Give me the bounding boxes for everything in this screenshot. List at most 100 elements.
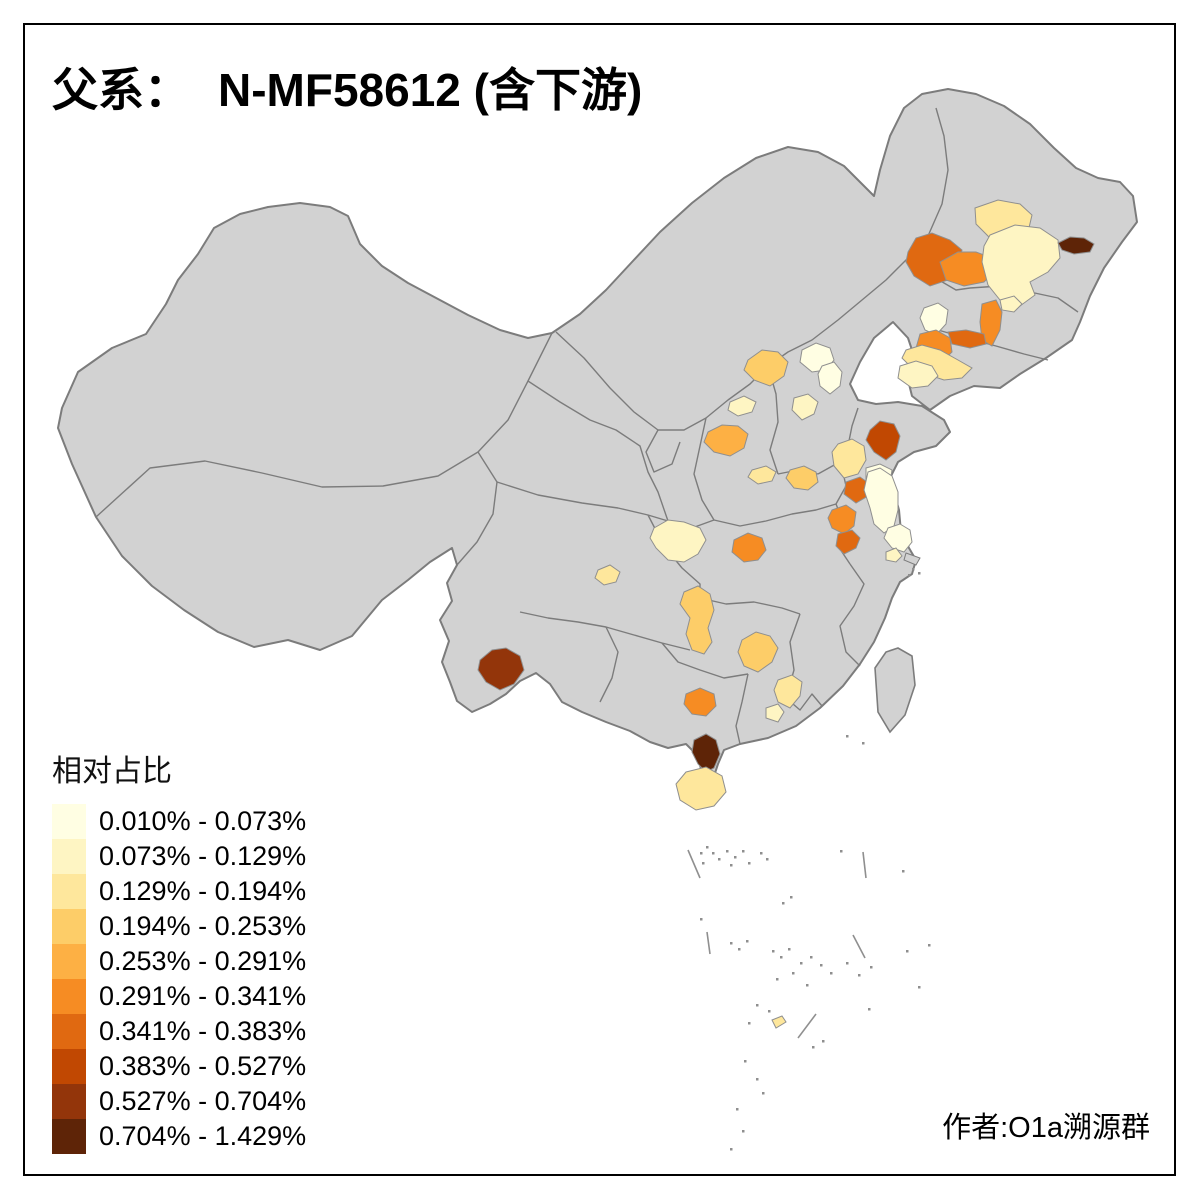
province-boundary (699, 597, 801, 615)
map-region-region-39-class10 (691, 733, 721, 773)
reef-line (797, 1013, 817, 1039)
legend-swatch (52, 1049, 86, 1084)
legend-item-2: 0.073% - 0.129% (52, 839, 306, 874)
legend-item-7: 0.341% - 0.383% (52, 1014, 306, 1049)
map-region-region-23-class4 (785, 465, 819, 491)
map-region-region-27-class7 (835, 529, 861, 555)
map-region-region-10-class7 (947, 329, 987, 349)
legend-title: 相对占比 (52, 755, 172, 788)
attribution-text: 作者:O1a溯源群 (942, 1112, 1150, 1144)
islet-speck (912, 568, 915, 571)
islet-speck (780, 956, 783, 959)
title-haplogroup: N-MF58612 (含下游) (218, 64, 643, 116)
islet-speck (718, 858, 721, 861)
islet-speck (768, 1010, 771, 1013)
province-boundary (713, 503, 837, 527)
islet-speck (706, 846, 709, 849)
legend-swatch (52, 979, 86, 1014)
legend-range-label: 0.704% - 1.429% (99, 1121, 307, 1151)
islet-speck (744, 1060, 747, 1063)
map-region-region-36-class2 (765, 703, 785, 723)
title-prefix: 父系： (52, 65, 190, 116)
map-region-region-34-class4 (737, 631, 779, 673)
legend-swatch (52, 1119, 86, 1154)
islet-speck (762, 1092, 765, 1095)
islet-speck (846, 735, 849, 738)
map-region-region-35-class3 (773, 674, 803, 709)
map-region-region-05-class10 (1057, 236, 1095, 255)
map-region-region-12-class4 (743, 349, 789, 387)
reef-line (687, 849, 701, 879)
legend-rows: 0.010% - 0.073% 0.073% - 0.129% 0.129% - 0… (52, 804, 306, 1154)
islet-speck (858, 974, 861, 977)
map-region-region-16-class2 (727, 395, 757, 417)
islet-speck (702, 862, 705, 865)
islet-speck (726, 850, 729, 853)
province-boundary (693, 417, 715, 521)
islet-speck (748, 862, 751, 865)
map-region-region-19-class8 (865, 420, 901, 461)
map-region-region-33-class4 (679, 585, 715, 655)
province-boundary (735, 673, 749, 745)
islet-speck (820, 964, 823, 967)
islet-speck (738, 948, 741, 951)
legend-swatch (52, 1014, 86, 1049)
legend-item-6: 0.291% - 0.341% (52, 979, 306, 1014)
chongming-island (903, 552, 921, 566)
islet-speck (760, 852, 763, 855)
islet-speck (908, 574, 911, 577)
reef-line (852, 934, 866, 959)
map-region-region-29-class2 (885, 547, 903, 563)
province-boundary (95, 332, 553, 518)
islet-speck (870, 966, 873, 969)
islet-speck (700, 918, 703, 921)
islet-speck (736, 1108, 739, 1111)
islet-speck (906, 950, 909, 953)
legend-swatch (52, 874, 86, 909)
legend-item-10: 0.704% - 1.429% (52, 1119, 306, 1154)
islet-speck (700, 852, 703, 855)
map-region-region-15-class2 (791, 393, 819, 421)
province-boundary (839, 563, 865, 667)
legend: 相对占比 0.010% - 0.073% 0.073% - 0.129% 0.129… (52, 746, 306, 1154)
province-boundary (456, 451, 498, 566)
islet-speck (756, 1004, 759, 1007)
map-region-region-08-class1 (919, 302, 949, 336)
province-boundary (555, 257, 909, 431)
legend-item-9: 0.527% - 0.704% (52, 1084, 306, 1119)
map-region-region-38-class9 (477, 647, 525, 691)
legend-range-label: 0.194% - 0.253% (99, 911, 307, 941)
islet-speck (918, 986, 921, 989)
legend-range-label: 0.073% - 0.129% (99, 841, 307, 871)
islet-speck (746, 940, 749, 943)
map-region-region-06-class6 (979, 299, 1003, 347)
islet-speck (782, 902, 785, 905)
legend-swatch (52, 1084, 86, 1119)
legend-item-8: 0.383% - 0.527% (52, 1049, 306, 1084)
legend-item-5: 0.253% - 0.291% (52, 944, 306, 979)
islet-speck (792, 972, 795, 975)
province-boundary (661, 642, 749, 679)
legend-swatch (52, 804, 86, 839)
legend-swatch (52, 839, 86, 874)
islet-speck (730, 942, 733, 945)
islet-speck (776, 978, 779, 981)
islet-speck (734, 856, 737, 859)
legend-swatch (52, 944, 86, 979)
islet-speck (840, 850, 843, 853)
legend-range-label: 0.253% - 0.291% (99, 946, 307, 976)
islet-speck (756, 1078, 759, 1081)
islet-speck (918, 572, 921, 575)
islet-speck (748, 1022, 751, 1025)
legend-range-label: 0.527% - 0.704% (99, 1086, 307, 1116)
islet-speck (742, 1130, 745, 1133)
legend-range-label: 0.010% - 0.073% (99, 806, 307, 836)
islet-speck (822, 1040, 825, 1043)
islet-speck (902, 870, 905, 873)
legend-item-4: 0.194% - 0.253% (52, 909, 306, 944)
province-boundary (599, 626, 619, 703)
map-region-region-26-class6 (827, 504, 857, 535)
map-region-region-41-class3 (771, 1015, 787, 1029)
islet-speck (788, 948, 791, 951)
